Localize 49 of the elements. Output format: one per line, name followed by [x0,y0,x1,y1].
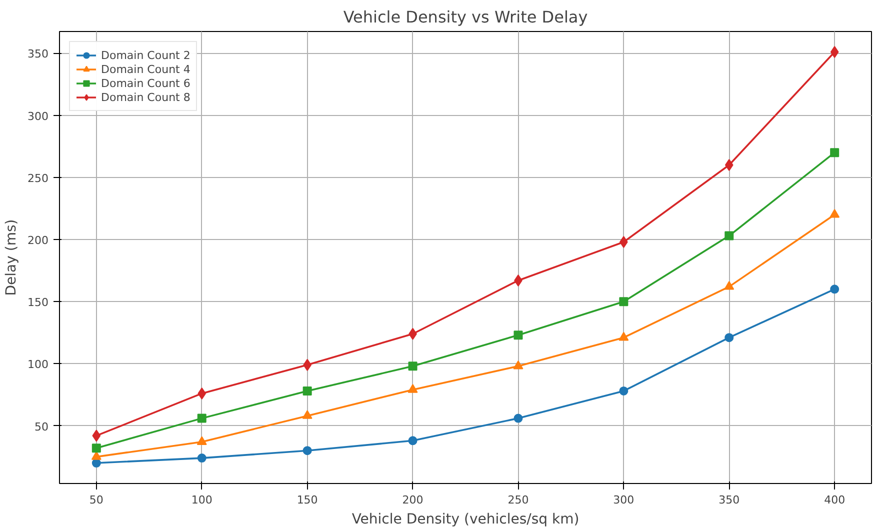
legend-label: Domain Count 8 [101,90,190,104]
y-tick-label: 200 [28,234,49,247]
x-tick-label: 150 [296,494,318,506]
point [830,148,840,158]
point [198,387,206,400]
chart-title: Vehicle Density vs Write Delay [343,8,588,26]
point [302,386,312,396]
y-axis-title: Delay (ms) [4,219,20,296]
point [830,208,840,218]
y-tick-label: 350 [28,48,49,61]
x-tick-label: 350 [718,494,740,506]
x-tick-label: 50 [89,494,104,506]
y-tick-label: 300 [28,110,49,123]
point [197,454,206,463]
point [724,280,734,290]
point [92,430,101,442]
point [91,451,102,460]
legend-label: Domain Count 2 [101,48,190,62]
legend-label: Domain Count 4 [101,62,190,76]
point [302,446,312,456]
point [830,46,839,58]
x-tick-label: 200 [402,494,424,506]
x-tick-label: 100 [191,494,212,506]
point [92,444,101,453]
point [830,284,840,294]
y-tick-label: 150 [28,296,49,310]
point [619,297,628,306]
point [408,362,418,371]
x-tick-label: 300 [613,494,634,506]
point [197,414,206,423]
legend-label: Domain Count 6 [101,76,190,90]
point [408,384,418,393]
point [618,332,629,341]
point [514,414,523,423]
x-tick-label: 250 [508,494,529,506]
point [724,231,734,240]
x-axis-title: Vehicle Density (vehicles/sq km) [352,512,580,528]
point [302,410,312,419]
point [408,436,418,446]
y-tick-label: 250 [28,172,49,185]
x-tick-label: 400 [824,494,846,506]
y-tick-label: 100 [28,358,49,372]
point [196,436,207,445]
point [619,386,628,396]
point [724,158,734,171]
point [724,333,734,342]
point [513,360,524,370]
y-tick-label: 50 [34,420,49,434]
point [514,330,523,340]
